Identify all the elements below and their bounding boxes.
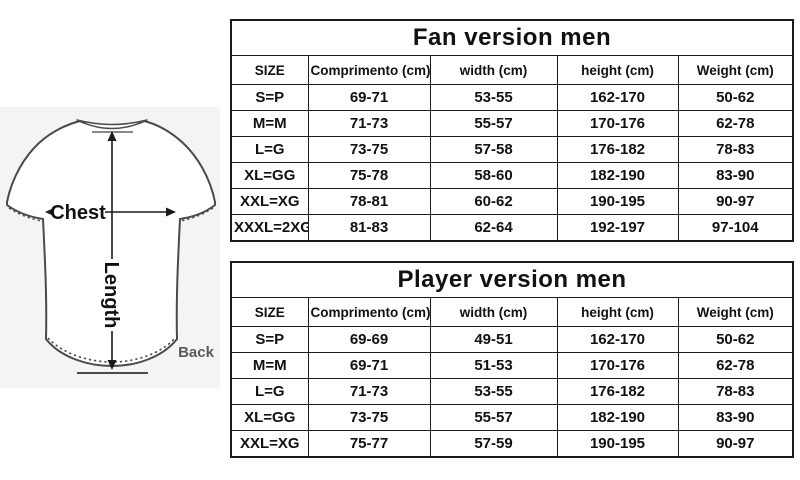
width-cell: 57-58 (429, 136, 558, 163)
table-row: L=G 73-75 57-58 176-182 78-83 (230, 136, 794, 163)
table-row: S=P 69-69 49-51 162-170 50-62 (230, 326, 794, 353)
height-cell: 162-170 (556, 326, 679, 353)
width-cell: 55-57 (429, 404, 558, 431)
comprimento-cell: 69-71 (307, 352, 431, 379)
tshirt-diagram-panel: Chest Length Back (0, 107, 220, 388)
size-cell: XL=GG (230, 404, 309, 431)
length-label-group: Length (100, 259, 123, 331)
height-cell: 190-195 (556, 188, 679, 215)
size-cell: S=P (230, 326, 309, 353)
column-header-comprimento: Comprimento (cm) (307, 55, 431, 85)
size-cell: M=M (230, 110, 309, 137)
weight-cell: 97-104 (677, 214, 794, 242)
tshirt-outline (6, 120, 216, 367)
table-row: L=G 71-73 53-55 176-182 78-83 (230, 378, 794, 405)
table-row: M=M 71-73 55-57 170-176 62-78 (230, 110, 794, 137)
weight-cell: 78-83 (677, 136, 794, 163)
weight-cell: 62-78 (677, 110, 794, 137)
hem-stitch (47, 337, 176, 363)
table-row: XXXL=2XG 81-83 62-64 192-197 97-104 (230, 214, 794, 242)
length-arrowhead-up (107, 131, 117, 141)
fan-version-table: Fan version men SIZE Comprimento (cm) wi… (230, 19, 795, 242)
column-header-size: SIZE (230, 297, 309, 327)
width-cell: 55-57 (429, 110, 558, 137)
height-cell: 170-176 (556, 352, 679, 379)
column-header-size: SIZE (230, 55, 309, 85)
length-label-bg (101, 259, 123, 331)
column-header-comprimento: Comprimento (cm) (307, 297, 431, 327)
table-row: XXL=XG 75-77 57-59 190-195 90-97 (230, 430, 794, 458)
table-row: XL=GG 75-78 58-60 182-190 83-90 (230, 162, 794, 189)
column-header-weight: Weight (cm) (677, 297, 794, 327)
column-header-weight: Weight (cm) (677, 55, 794, 85)
chest-arrowhead-right (166, 207, 176, 217)
height-cell: 182-190 (556, 162, 679, 189)
comprimento-cell: 69-71 (307, 84, 431, 111)
comprimento-cell: 81-83 (307, 214, 431, 242)
column-header-height: height (cm) (556, 297, 679, 327)
table-row: S=P 69-71 53-55 162-170 50-62 (230, 84, 794, 111)
table-row: XL=GG 73-75 55-57 182-190 83-90 (230, 404, 794, 431)
weight-cell: 50-62 (677, 84, 794, 111)
length-arrowhead-down (107, 360, 117, 370)
table-row: XXL=XG 78-81 60-62 190-195 90-97 (230, 188, 794, 215)
comprimento-cell: 69-69 (307, 326, 431, 353)
size-cell: M=M (230, 352, 309, 379)
height-cell: 176-182 (556, 136, 679, 163)
column-header-width: width (cm) (429, 297, 558, 327)
size-cell: XXXL=2XG (230, 214, 309, 242)
table-title-player: Player version men (230, 261, 794, 298)
chest-label-bg (52, 202, 105, 222)
size-cell: L=G (230, 136, 309, 163)
comprimento-cell: 71-73 (307, 378, 431, 405)
weight-cell: 90-97 (677, 188, 794, 215)
height-cell: 190-195 (556, 430, 679, 458)
tshirt-back-diagram: Chest Length Back (6, 119, 216, 374)
height-cell: 182-190 (556, 404, 679, 431)
comprimento-cell: 75-78 (307, 162, 431, 189)
comprimento-cell: 75-77 (307, 430, 431, 458)
chest-label: Chest (50, 202, 106, 224)
width-cell: 51-53 (429, 352, 558, 379)
right-sleeve-stitch (179, 207, 214, 222)
size-cell: XXL=XG (230, 430, 309, 458)
height-cell: 170-176 (556, 110, 679, 137)
width-cell: 58-60 (429, 162, 558, 189)
weight-cell: 62-78 (677, 352, 794, 379)
width-cell: 53-55 (429, 378, 558, 405)
height-cell: 192-197 (556, 214, 679, 242)
table-row: M=M 69-71 51-53 170-176 62-78 (230, 352, 794, 379)
length-label: Length (100, 262, 122, 329)
weight-cell: 83-90 (677, 162, 794, 189)
column-header-width: width (cm) (429, 55, 558, 85)
width-cell: 53-55 (429, 84, 558, 111)
size-cell: S=P (230, 84, 309, 111)
weight-cell: 78-83 (677, 378, 794, 405)
weight-cell: 83-90 (677, 404, 794, 431)
weight-cell: 50-62 (677, 326, 794, 353)
player-version-table: Player version men SIZE Comprimento (cm)… (230, 261, 795, 458)
comprimento-cell: 73-75 (307, 404, 431, 431)
width-cell: 49-51 (429, 326, 558, 353)
size-cell: XL=GG (230, 162, 309, 189)
width-cell: 57-59 (429, 430, 558, 458)
comprimento-cell: 71-73 (307, 110, 431, 137)
width-cell: 60-62 (429, 188, 558, 215)
left-sleeve-stitch (8, 207, 43, 222)
weight-cell: 90-97 (677, 430, 794, 458)
height-cell: 176-182 (556, 378, 679, 405)
table-title-fan: Fan version men (230, 19, 794, 56)
size-cell: L=G (230, 378, 309, 405)
comprimento-cell: 78-81 (307, 188, 431, 215)
width-cell: 62-64 (429, 214, 558, 242)
column-header-height: height (cm) (556, 55, 679, 85)
collar-band (76, 119, 148, 130)
back-label: Back (178, 344, 215, 361)
height-cell: 162-170 (556, 84, 679, 111)
size-cell: XXL=XG (230, 188, 309, 215)
comprimento-cell: 73-75 (307, 136, 431, 163)
